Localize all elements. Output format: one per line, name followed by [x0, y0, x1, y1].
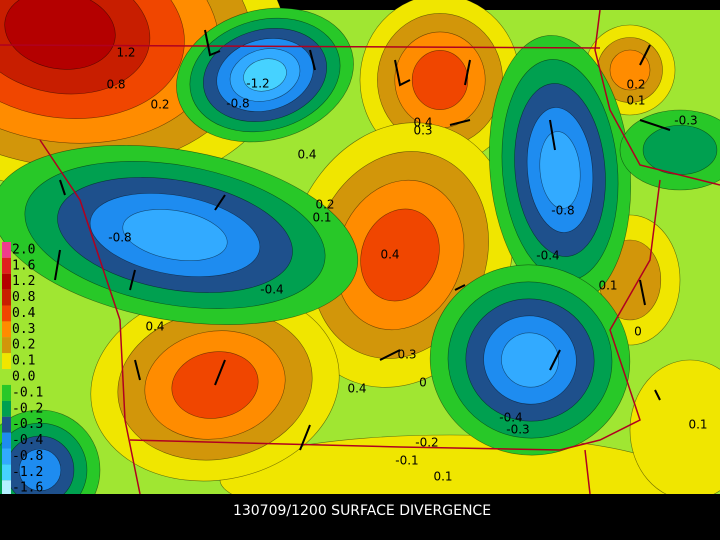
- contour-label: 0.3: [413, 124, 432, 138]
- contour-label: 0.1: [598, 279, 617, 293]
- contour-label: 0.8: [106, 78, 125, 92]
- contour-labels: -1.2-0.8-0.8-0.40.40.40.20.10.40.30.4 0-0…: [106, 46, 707, 484]
- contour-region: [609, 49, 651, 91]
- title-band: [0, 494, 720, 540]
- legend-swatch: [2, 464, 11, 481]
- contour-label: 0.2: [150, 98, 169, 112]
- legend-swatch: [2, 305, 11, 322]
- contour-label: -0.8: [108, 231, 131, 245]
- contour-region: [501, 332, 559, 388]
- legend-swatch: [2, 242, 11, 258]
- contour-label: -0.8: [551, 204, 574, 218]
- legend-swatch: [2, 321, 11, 338]
- legend-label: -0.2: [12, 401, 43, 416]
- legend-label: -1.6: [12, 481, 43, 496]
- legend-label: 1.2: [12, 274, 35, 289]
- legend-label: 0.3: [12, 322, 35, 337]
- contour-label: 0.2: [315, 198, 334, 212]
- legend-swatch: [2, 257, 11, 274]
- map-title: 130709/1200 SURFACE DIVERGENCE: [233, 503, 491, 519]
- legend-swatch: [2, 337, 11, 354]
- contour-label: 0.1: [312, 211, 331, 225]
- legend-swatch: [2, 448, 11, 465]
- legend-swatch: [2, 384, 11, 401]
- contour-label: 0.2: [626, 78, 645, 92]
- contour-region: [4, 0, 116, 70]
- contour-region: [642, 125, 718, 175]
- contour-region: [539, 131, 581, 209]
- legend-swatch: [2, 369, 11, 385]
- contour-label: -0.4: [260, 283, 283, 297]
- contour-label: 0.1: [626, 94, 645, 108]
- field-top-left: [0, 0, 720, 10]
- contour-region: [411, 50, 469, 110]
- legend-label: 0.0: [12, 370, 35, 385]
- contour-region: [360, 208, 440, 302]
- contour-label: 1.2: [116, 46, 135, 60]
- contour-label: 0.1: [688, 418, 707, 432]
- legend-swatch: [2, 353, 11, 370]
- legend-swatch: [2, 289, 11, 306]
- legend-swatch: [2, 416, 11, 433]
- contour-label: 0.1: [433, 470, 452, 484]
- contour-region: [18, 448, 62, 492]
- contour-label: 0.3: [397, 348, 416, 362]
- contour-label: -1.2: [246, 77, 269, 91]
- legend-label: 0.8: [12, 290, 35, 305]
- legend-label: 0.4: [12, 306, 36, 321]
- contour-label: -0.2: [415, 436, 438, 450]
- contour-label: -0.4: [536, 249, 559, 263]
- legend-label: -0.4: [12, 433, 43, 448]
- legend-label: -1.2: [12, 465, 43, 480]
- contour-label: 0.4: [145, 320, 164, 334]
- contour-region: [243, 58, 287, 92]
- legend-label: 0.2: [12, 338, 35, 353]
- contour-label: -0.1: [395, 454, 418, 468]
- legend-label: 0.1: [12, 354, 35, 369]
- state-borders: [0, 9, 720, 495]
- legend-label: -0.8: [12, 449, 43, 464]
- legend-swatch: [2, 273, 11, 290]
- legend-swatch: [2, 432, 11, 449]
- contour-label: 0: [419, 376, 427, 390]
- contour-label: 0.4: [347, 382, 366, 396]
- contour-label: -0.3: [506, 423, 529, 437]
- legend-label: 1.6: [12, 258, 35, 273]
- legend-swatch: [2, 400, 11, 417]
- contour-label: 0.4: [413, 116, 432, 130]
- contour-label: -0.8: [226, 97, 249, 111]
- legend-swatch: [2, 480, 11, 497]
- legend-label: -0.1: [12, 385, 43, 400]
- contour-label: 0.4: [297, 148, 316, 162]
- legend-label: -0.3: [12, 417, 43, 432]
- legend-label: 2.0: [12, 242, 35, 257]
- contour-label: -0.4: [499, 411, 522, 425]
- contour-label: 0.4: [380, 248, 399, 262]
- color-legend: 2.01.61.20.80.40.30.20.10.0-0.1-0.2-0.3-…: [2, 242, 43, 512]
- contour-label: -0.3: [674, 114, 697, 128]
- wind-barbs: [54, 29, 671, 451]
- contour-label: 0: [634, 325, 642, 339]
- contour-region: [122, 209, 228, 261]
